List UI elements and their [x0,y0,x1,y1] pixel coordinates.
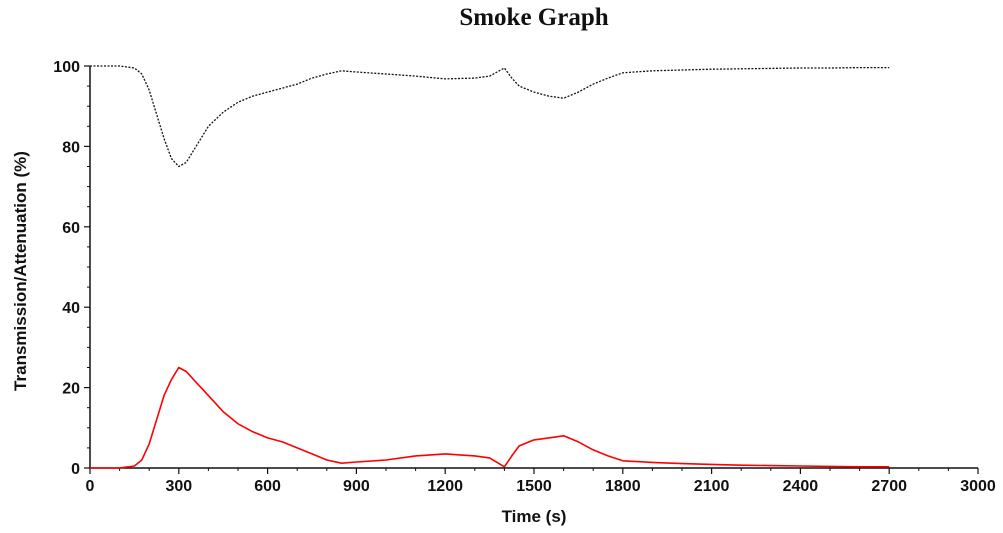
x-tick-label: 1800 [605,478,641,495]
y-tick-label: 0 [71,461,80,478]
x-tick-label: 2400 [783,478,819,495]
y-tick-label: 80 [62,139,80,156]
chart-title: Smoke Graph [459,4,609,31]
y-tick-label: 100 [53,59,80,76]
x-axis-label: Time (s) [502,507,567,526]
x-tick-label: 2700 [871,478,907,495]
x-tick-label: 600 [254,478,281,495]
x-tick-label: 3000 [960,478,996,495]
series-line-0 [90,65,890,168]
y-tick-label: 20 [62,381,80,398]
y-tick-label: 40 [62,300,80,317]
y-axis-label: Transmission/Attenuation (%) [11,151,30,391]
x-tick-label: 2100 [694,478,730,495]
x-tick-label: 900 [343,478,370,495]
y-tick-label: 60 [62,220,80,237]
x-tick-label: 1500 [516,478,552,495]
series-line-1 [90,366,890,469]
x-tick-label: 300 [165,478,192,495]
series-group [90,65,890,469]
axes [89,66,978,469]
ticks: 0 300 600 900 1200 1500 1800 2100 2400 2700 3000 0 2… [53,59,996,495]
x-tick-label: 1200 [427,478,463,495]
x-tick-label: 0 [86,478,95,495]
